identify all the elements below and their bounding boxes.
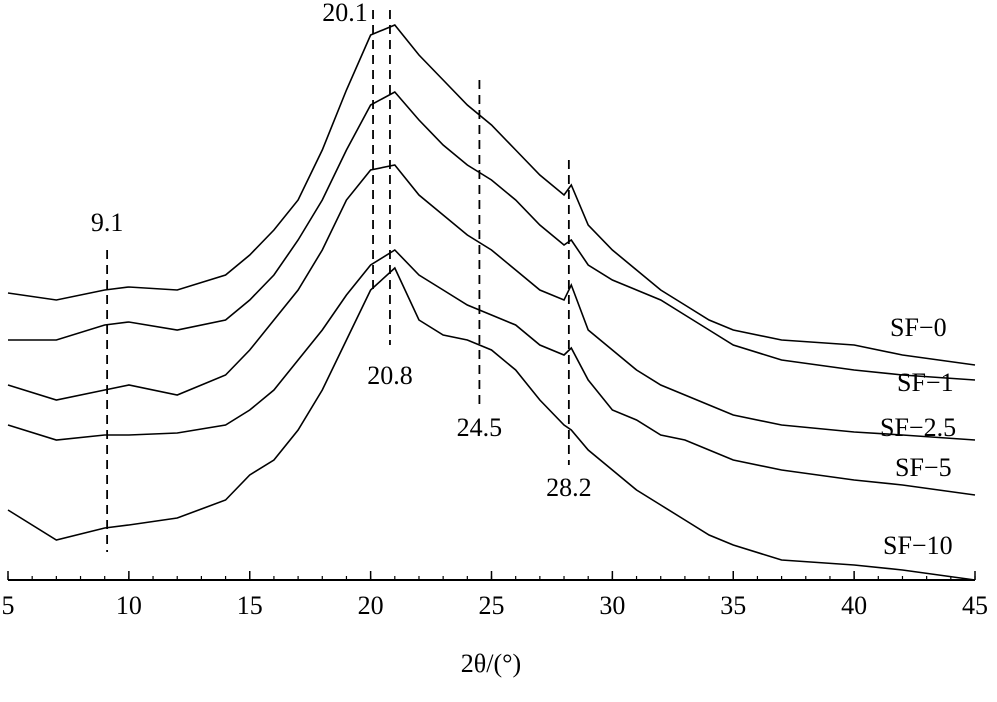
x-tick-label: 40: [841, 591, 867, 620]
peak-label: 9.1: [91, 208, 124, 237]
series-label: SF−2.5: [880, 413, 956, 442]
x-tick-label: 35: [720, 591, 746, 620]
x-tick-label: 20: [358, 591, 384, 620]
peak-label: 24.5: [457, 413, 503, 442]
x-tick-label: 30: [599, 591, 625, 620]
x-axis-label: 2θ/(°): [461, 649, 521, 678]
x-tick-label: 45: [962, 591, 988, 620]
series-line: [8, 90, 976, 381]
x-tick-label: 5: [2, 591, 15, 620]
series-line: [7, 24, 976, 366]
series-label: SF−1: [897, 368, 954, 397]
x-tick-label: 25: [479, 591, 505, 620]
series-line: [7, 266, 976, 581]
peak-label: 28.2: [546, 473, 592, 502]
series-label: SF−10: [883, 531, 953, 560]
x-tick-label: 10: [116, 591, 142, 620]
series-line: [7, 164, 976, 441]
peak-label: 20.1: [322, 0, 368, 27]
series-label: SF−5: [895, 453, 952, 482]
series-label: SF−0: [890, 313, 947, 342]
x-tick-label: 15: [237, 591, 263, 620]
peak-label: 20.8: [367, 361, 413, 390]
series-line: [7, 248, 976, 496]
